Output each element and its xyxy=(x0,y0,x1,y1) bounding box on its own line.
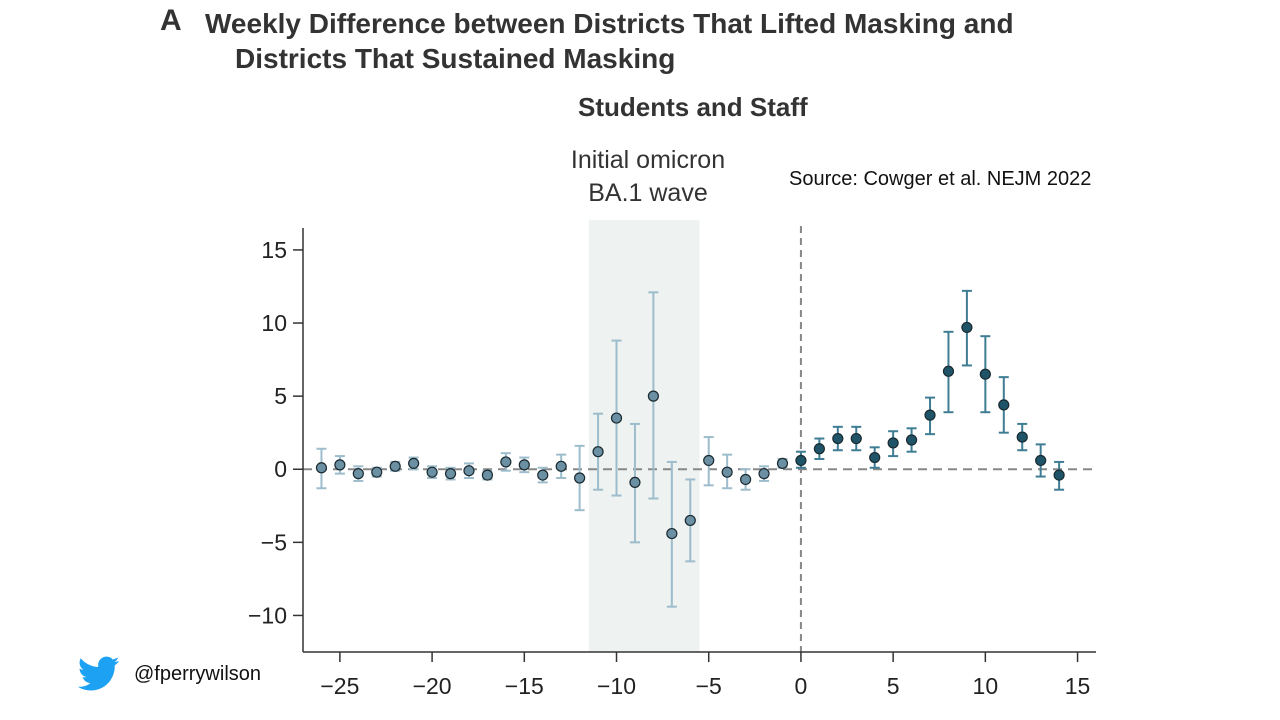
data-point xyxy=(961,321,973,334)
data-point xyxy=(850,432,862,445)
y-tick-label: 15 xyxy=(261,237,287,263)
y-tick-label: 5 xyxy=(274,383,287,409)
data-point xyxy=(703,454,715,467)
y-tick-label: 10 xyxy=(261,310,287,336)
data-point xyxy=(1053,469,1065,481)
data-point xyxy=(352,468,364,480)
y-tick-label: −10 xyxy=(248,602,287,628)
chart-subtitle: Students and Staff xyxy=(578,92,808,122)
data-point xyxy=(389,460,401,472)
y-tick-label: 0 xyxy=(274,456,287,482)
data-point xyxy=(463,465,475,477)
x-tick-label: −5 xyxy=(696,673,722,699)
wave-annotation-line1: Initial omicron xyxy=(570,146,726,174)
x-tick-label: 15 xyxy=(1065,673,1091,699)
x-tick-label: −10 xyxy=(597,673,636,699)
data-point xyxy=(1016,431,1028,443)
x-tick-label: 5 xyxy=(887,673,900,699)
data-point xyxy=(924,409,936,421)
data-point xyxy=(574,472,586,484)
data-point xyxy=(647,390,659,402)
panel-letter: A xyxy=(160,4,182,37)
wave-annotation-line2: BA.1 wave xyxy=(588,179,708,207)
data-point xyxy=(537,469,549,481)
x-tick-label: −20 xyxy=(413,673,452,699)
data-point xyxy=(1035,454,1047,467)
twitter-bird-icon xyxy=(78,656,120,691)
data-point xyxy=(887,437,899,449)
data-point xyxy=(740,473,752,486)
data-point xyxy=(592,446,604,458)
data-point xyxy=(408,457,420,469)
data-point xyxy=(666,527,678,540)
x-tick-label: −15 xyxy=(505,673,544,699)
data-point xyxy=(813,443,825,455)
data-point xyxy=(426,466,438,478)
data-point xyxy=(998,399,1010,411)
data-point xyxy=(371,466,383,478)
omicron-wave-shading xyxy=(588,220,700,652)
data-point xyxy=(905,434,918,446)
twitter-handle: @fperrywilson xyxy=(134,662,262,685)
data-point xyxy=(444,468,457,480)
data-point xyxy=(334,459,346,471)
data-point xyxy=(832,432,844,445)
wave-annotation: Initial omicron BA.1 wave xyxy=(548,144,748,210)
chart-title-line2: Districts That Sustained Masking xyxy=(235,43,676,74)
x-tick-label: −25 xyxy=(320,673,359,699)
x-tick-label: 10 xyxy=(973,673,999,699)
data-point xyxy=(721,466,733,478)
data-point xyxy=(795,454,807,467)
data-point xyxy=(629,476,641,488)
data-point xyxy=(942,365,955,377)
data-point xyxy=(481,469,494,481)
data-point xyxy=(610,412,623,424)
data-point xyxy=(500,456,512,468)
data-point xyxy=(869,451,881,464)
chart-title-line1: Weekly Difference between Districts That… xyxy=(205,8,1014,39)
data-point xyxy=(776,457,789,469)
y-tick-label: −5 xyxy=(261,529,287,555)
twitter-credit: @fperrywilson xyxy=(78,656,261,692)
x-tick-label: 0 xyxy=(795,673,808,699)
data-point xyxy=(315,462,328,474)
data-point xyxy=(518,459,530,471)
chart-title: Weekly Difference between Districts That… xyxy=(205,6,1025,76)
data-point xyxy=(555,460,567,472)
data-point xyxy=(979,368,991,380)
data-point xyxy=(684,514,696,527)
data-point xyxy=(758,468,770,480)
source-note: Source: Cowger et al. NEJM 2022 xyxy=(789,168,1092,190)
